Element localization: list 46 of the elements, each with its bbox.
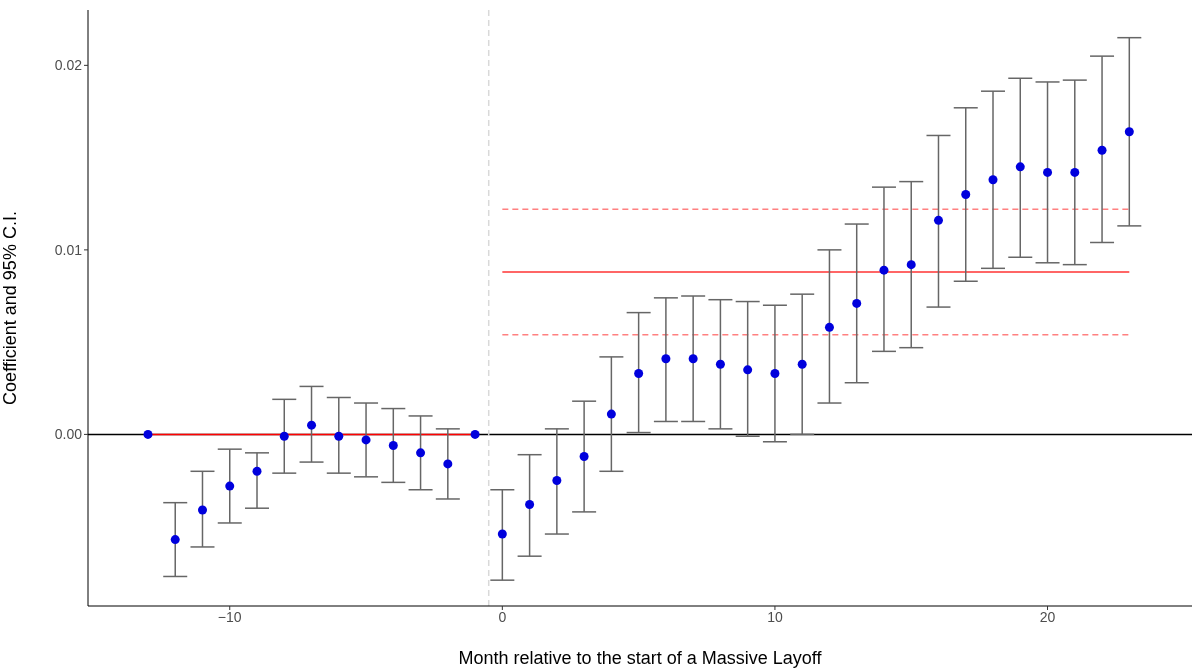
point: [715, 359, 725, 369]
point: [334, 431, 344, 441]
point: [307, 420, 317, 430]
y-tick-label: 0.01: [54, 241, 83, 258]
point: [1097, 145, 1107, 155]
point: [661, 354, 671, 364]
point: [606, 409, 616, 419]
point: [743, 365, 753, 375]
point: [470, 429, 480, 439]
x-tick-label: 10: [767, 608, 783, 625]
point: [361, 435, 371, 445]
x-tick-label: 0: [498, 608, 507, 625]
point: [252, 466, 262, 476]
point: [1070, 167, 1080, 177]
y-axis-title: Coefficient and 95% C.I.: [0, 211, 21, 405]
point: [824, 322, 834, 332]
point: [197, 505, 207, 515]
point: [988, 175, 998, 185]
point: [497, 529, 507, 539]
point: [416, 448, 426, 458]
point: [906, 260, 916, 270]
point: [634, 369, 644, 379]
x-tick-label: 20: [1039, 608, 1056, 625]
point: [1015, 162, 1025, 172]
point: [688, 354, 698, 364]
point: [388, 440, 398, 450]
point: [552, 476, 562, 486]
point: [770, 369, 780, 379]
x-tick-label: −10: [217, 608, 242, 625]
point: [797, 359, 807, 369]
point: [1043, 167, 1053, 177]
point: [852, 298, 862, 308]
point: [579, 452, 589, 462]
point: [443, 459, 453, 469]
point: [961, 190, 971, 200]
point: [170, 535, 180, 545]
y-tick-label: 0.02: [54, 57, 83, 74]
point: [1124, 127, 1134, 137]
point: [279, 431, 289, 441]
point: [933, 215, 943, 225]
y-tick-label: 0.00: [54, 426, 83, 443]
point: [525, 500, 535, 510]
x-axis-title: Month relative to the start of a Massive Layoff: [458, 648, 823, 668]
point: [143, 429, 153, 439]
point: [879, 265, 889, 275]
point: [225, 481, 235, 491]
